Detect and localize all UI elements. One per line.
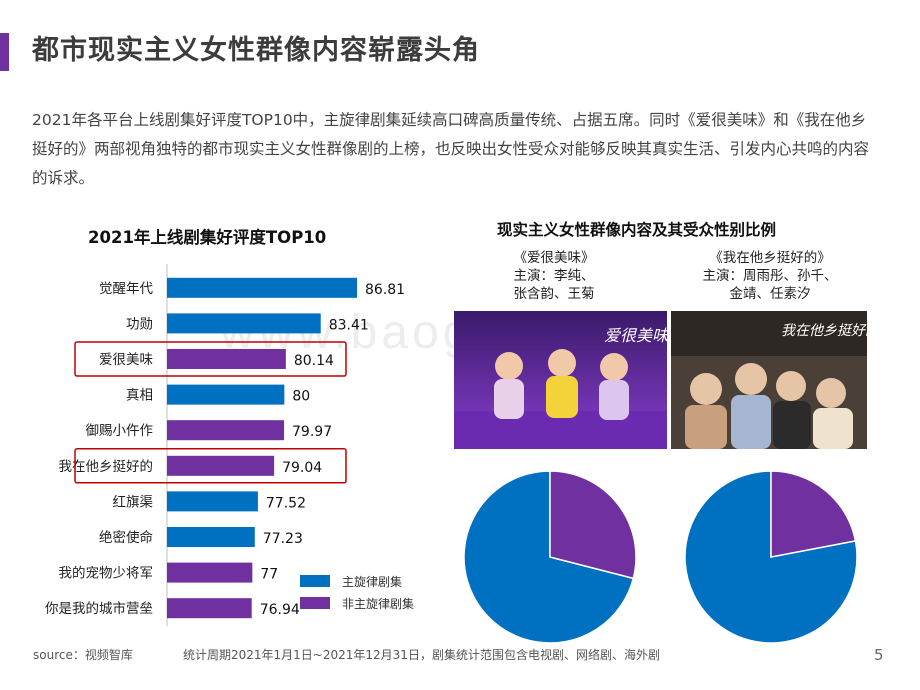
highlight-box-5 — [74, 448, 347, 484]
bar-0 — [167, 277, 357, 298]
show2-label: 《我在他乡挺好的》 主演：周雨彤、孙千、 金靖、任素汐 — [690, 249, 850, 303]
show1-label: 《爱很美味》 主演：李纯、 张含韵、王菊 — [499, 249, 609, 303]
pie2-slice-1 — [770, 470, 857, 558]
pie-chart-show1 — [463, 470, 637, 644]
pie2-slice-0 — [684, 470, 858, 644]
value-label-5: 79.04 — [282, 460, 322, 476]
value-label-1: 83.41 — [329, 317, 369, 333]
intro-paragraph: 2021年各平台上线剧集好评度TOP10中，主旋律剧集延续高口碑高质量传统、占据… — [32, 111, 870, 187]
category-label-2: 爱很美味 — [99, 352, 153, 368]
category-label-9: 你是我的城市营垒 — [45, 600, 153, 617]
category-label-1: 功勋 — [126, 316, 153, 332]
bar-2 — [167, 349, 286, 369]
category-label-5: 我在他乡挺好的 — [59, 459, 154, 475]
value-label-9: 76.94 — [260, 602, 300, 618]
legend-item-non-mainstream: 非主旋律剧集 — [300, 592, 414, 614]
bar-8 — [167, 562, 253, 583]
legend-label-non-mainstream: 非主旋律剧集 — [342, 596, 415, 611]
bar-4 — [167, 420, 285, 441]
show1-name: 《爱很美味》 — [513, 250, 595, 266]
show2-cast-line2: 金靖、任素汐 — [729, 286, 811, 302]
category-label-3: 真相 — [126, 388, 153, 404]
category-label-8: 我的宠物少将军 — [59, 566, 154, 582]
value-label-7: 77.23 — [263, 531, 303, 547]
page-number: 5 — [874, 646, 884, 664]
right-panel-title: 现实主义女性群像内容及其受众性别比例 — [497, 221, 777, 239]
legend-label-mainstream: 主旋律剧集 — [342, 574, 403, 589]
show1-poster-text: 爱很美味 — [604, 326, 667, 345]
bar-3 — [167, 384, 285, 405]
value-label-2: 80.14 — [294, 353, 334, 369]
value-label-0: 86.81 — [365, 282, 405, 298]
bar-legend: 主旋律剧集 非主旋律剧集 — [300, 570, 414, 614]
category-label-4: 御赐小仵作 — [86, 423, 154, 439]
show2-cast-line1: 主演：周雨彤、孙千、 — [702, 268, 838, 284]
bar-7 — [167, 527, 255, 547]
value-label-6: 77.52 — [266, 495, 306, 511]
page-title: 都市现实主义女性群像内容崭露头角 — [32, 35, 480, 66]
bar-6 — [167, 491, 258, 512]
title-accent-bar — [0, 33, 9, 71]
show1-cast-line2: 张含韵、王菊 — [513, 286, 595, 302]
show1-cast-line1: 主演：李纯、 — [513, 268, 595, 284]
bar-1 — [167, 313, 321, 334]
legend-swatch-non-mainstream — [300, 597, 330, 609]
show1-poster-image: 爱很美味 — [454, 311, 667, 449]
bar-9 — [167, 598, 252, 619]
legend-swatch-mainstream — [300, 575, 330, 587]
footer-source: source：视频智库 — [33, 648, 133, 662]
value-label-3: 80 — [292, 389, 310, 405]
show2-name: 《我在他乡挺好的》 — [709, 250, 831, 266]
value-label-4: 79.97 — [292, 424, 332, 440]
value-label-8: 77 — [260, 567, 278, 583]
show2-poster-text: 我在他乡挺好的 — [781, 323, 867, 339]
category-label-6: 红旗渠 — [113, 494, 154, 510]
bar-5 — [167, 455, 275, 476]
bar-chart-title: 2021年上线剧集好评度TOP10 — [88, 228, 327, 247]
category-label-7: 绝密使命 — [99, 529, 153, 546]
show2-poster-image: 我在他乡挺好的 — [671, 311, 867, 449]
category-label-0: 觉醒年代 — [99, 281, 153, 297]
bar-chart: 觉醒年代 86.81 功勋 83.41 爱很美味 80.14 真相 80 御赐小仵作 79.97 我… — [45, 264, 405, 626]
pie-chart-show2 — [684, 470, 858, 644]
pie1-slice-1 — [549, 470, 637, 580]
pie1-slice-0 — [463, 470, 635, 644]
footer-note: 统计周期2021年1月1日~2021年12月31日，剧集统计范围包含电视剧、网络… — [183, 648, 660, 662]
highlight-box-2 — [74, 341, 347, 377]
legend-item-mainstream: 主旋律剧集 — [300, 570, 414, 592]
